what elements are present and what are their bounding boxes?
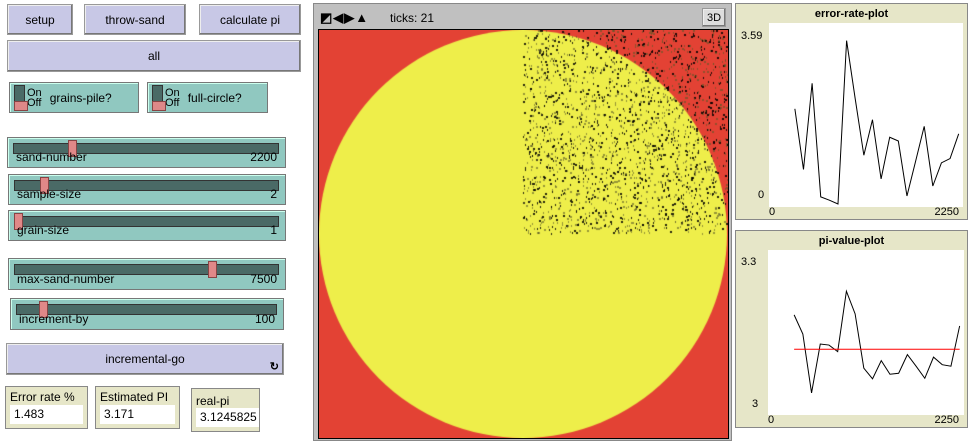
slider-sand-number[interactable]: sand-number 2200 xyxy=(7,137,286,168)
monitor-value: 3.1245825 xyxy=(196,408,259,427)
real-pi-monitor: real-pi 3.1245825 xyxy=(191,388,260,432)
slider-thumb[interactable] xyxy=(39,177,49,194)
slider-value: 100 xyxy=(254,312,275,326)
monitor-label: Estimated PI xyxy=(100,390,169,404)
off-label: Off xyxy=(27,96,42,109)
slider-grain-size[interactable]: grain-size 1 xyxy=(8,210,286,241)
pi-value-plot: pi-value-plot 3.3 3 0 2250 xyxy=(735,230,968,428)
slider-value: 1 xyxy=(270,223,277,237)
plot-background xyxy=(768,250,964,415)
toggle-handle[interactable] xyxy=(14,84,28,111)
plot-area xyxy=(769,23,963,207)
error-rate-plot: error-rate-plot 3.59 0 0 2250 xyxy=(735,3,968,220)
slider-increment-by[interactable]: increment-by 100 xyxy=(10,298,284,330)
slider-label: sample-size xyxy=(17,187,82,201)
plot-title: pi-value-plot xyxy=(818,235,885,247)
full-circle-switch[interactable]: On Off full-circle? xyxy=(147,82,268,113)
slider-label: max-sand-number xyxy=(17,272,115,286)
slider-track[interactable] xyxy=(13,140,279,157)
y-max-label: 3.59 xyxy=(741,30,763,42)
3d-button[interactable]: 3D xyxy=(702,8,726,27)
world-canvas[interactable] xyxy=(318,29,729,439)
slider-track[interactable] xyxy=(13,213,279,230)
off-label: Off xyxy=(165,96,180,109)
series-line-0 xyxy=(794,40,960,205)
incremental-go-button[interactable]: incremental-go ↻ xyxy=(6,343,284,375)
estimated-pi-monitor: Estimated PI 3.171 xyxy=(95,386,180,429)
error-rate-monitor: Error rate % 1.483 xyxy=(5,386,88,429)
y-min-label: 0 xyxy=(758,189,765,201)
monitor-label: Error rate % xyxy=(10,390,75,404)
x-min-label: 0 xyxy=(769,206,776,218)
x-max-label: 2250 xyxy=(934,414,959,426)
plot-background xyxy=(769,23,963,207)
slider-label: increment-by xyxy=(19,312,89,326)
slider-max-sand-number[interactable]: max-sand-number 7500 xyxy=(8,258,286,290)
x-min-label: 0 xyxy=(768,414,775,426)
switch-label: full-circle? xyxy=(187,90,242,105)
ticks-counter: ticks: 21 xyxy=(390,11,435,25)
slider-value: 7500 xyxy=(250,272,277,286)
slider-sample-size[interactable]: sample-size 2 xyxy=(8,174,286,205)
slider-track[interactable] xyxy=(16,301,277,318)
all-button[interactable]: all xyxy=(7,40,301,72)
monitor-value: 3.171 xyxy=(100,405,175,424)
monitor-value: 1.483 xyxy=(10,405,83,424)
slider-label: sand-number xyxy=(16,150,87,164)
throw-sand-button[interactable]: throw-sand xyxy=(84,4,186,35)
switch-label: grains-pile? xyxy=(49,90,112,105)
slider-track[interactable] xyxy=(14,261,279,278)
slider-label: grain-size xyxy=(17,223,70,237)
slider-thumb[interactable] xyxy=(38,301,48,318)
y-max-label: 3.3 xyxy=(741,256,757,268)
slider-track[interactable] xyxy=(14,177,279,194)
on-label: On xyxy=(165,86,180,99)
plot-title: error-rate-plot xyxy=(814,8,889,20)
calculate-pi-button[interactable]: calculate pi xyxy=(199,4,301,35)
monitor-label: real-pi xyxy=(196,394,230,408)
x-max-label: 2250 xyxy=(934,206,959,218)
view-control-icons[interactable]: ◩◀▶▲ xyxy=(320,10,370,25)
grains-pile-switch[interactable]: On Off grains-pile? xyxy=(9,82,139,113)
world-view: ◩◀▶▲ ticks: 21 3D xyxy=(313,3,732,441)
slider-thumb[interactable] xyxy=(208,261,218,278)
plot-area xyxy=(768,250,964,415)
on-label: On xyxy=(27,86,42,99)
forever-icon: ↻ xyxy=(269,361,279,373)
slider-thumb[interactable] xyxy=(13,213,23,230)
slider-value: 2200 xyxy=(250,150,277,164)
setup-button[interactable]: setup xyxy=(7,4,73,35)
series-line-0 xyxy=(793,289,961,393)
slider-value: 2 xyxy=(270,187,277,201)
toggle-handle[interactable] xyxy=(152,84,166,111)
button-label: incremental-go xyxy=(105,352,185,366)
slider-thumb[interactable] xyxy=(68,140,78,157)
y-min-label: 3 xyxy=(752,398,759,410)
